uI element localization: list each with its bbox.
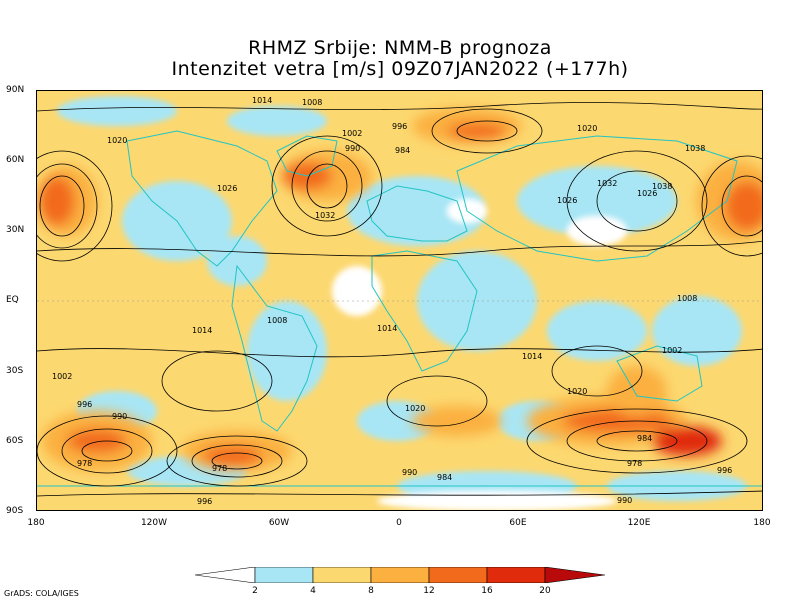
lon-label-120e: 120E	[627, 518, 651, 528]
isobar-label: 1020	[107, 136, 127, 145]
map-svg: 1014 1008 1020 1002 996 990 984 1026 103…	[37, 91, 762, 510]
wind-intensity-map: 1014 1008 1020 1002 996 990 984 1026 103…	[36, 90, 763, 511]
isobar-label: 1026	[217, 184, 237, 193]
isobar-label: 1014	[377, 324, 397, 333]
isobar-label: 990	[345, 144, 360, 153]
isobar-label: 1020	[567, 387, 587, 396]
colorbar-segment-2-4	[254, 567, 314, 583]
colorbar-tick-label: 16	[481, 586, 493, 596]
isobar-label: 1008	[677, 294, 697, 303]
lon-label-180e: 180	[753, 518, 771, 528]
isobar-label: 1038	[652, 182, 672, 191]
isobar-label: 1014	[192, 326, 212, 335]
isobar-label: 1014	[252, 96, 272, 105]
colorbar-segment-4-8	[312, 567, 372, 583]
isobar-label: 1008	[267, 316, 287, 325]
isobar-label: 996	[392, 122, 407, 131]
isobar-label: 984	[395, 146, 410, 155]
isobar-label: 984	[437, 473, 452, 482]
map-title-line1: RHMZ Srbije: NMM-B prognoza	[248, 37, 552, 59]
isobar-label: 996	[717, 466, 732, 475]
isobar-label: 990	[112, 412, 127, 421]
isobar-label: 1014	[522, 352, 542, 361]
colorbar-tick-label: 12	[423, 586, 435, 596]
lat-label-eq: EQ	[6, 295, 19, 305]
colorbar-segment-12-16	[428, 567, 488, 583]
lon-label-60e: 60E	[509, 518, 527, 528]
colorbar-segment-8-12	[370, 567, 430, 583]
isobar-label: 978	[627, 459, 642, 468]
colorbar-tick-label: 4	[310, 586, 316, 596]
isobar-contours	[37, 102, 762, 497]
lat-label-60s: 60S	[6, 436, 24, 446]
isobar-labels: 1014 1008 1020 1002 996 990 984 1026 103…	[52, 96, 732, 506]
lon-label-0: 0	[396, 518, 402, 528]
lon-label-120w: 120W	[140, 518, 168, 528]
lon-label-180w: 180	[27, 518, 45, 528]
colorbar-segment-gt20	[544, 567, 605, 583]
lat-label-60n: 60N	[6, 155, 25, 165]
colorbar-tick-label: 8	[368, 586, 374, 596]
lon-label-60w: 60W	[268, 518, 290, 528]
colorbar-tick-label: 2	[252, 586, 258, 596]
lat-label-90n: 90N	[6, 85, 25, 95]
colorbar-segment-lt2	[195, 567, 256, 583]
coastlines	[37, 130, 762, 487]
isobar-label: 996	[197, 497, 212, 506]
isobar-label: 1002	[342, 129, 362, 138]
isobar-label: 1026	[637, 189, 657, 198]
lat-label-30s: 30S	[6, 366, 24, 376]
grads-credit: GrADS: COLA/IGES	[4, 589, 79, 598]
isobar-label: 978	[212, 464, 227, 473]
isobar-label: 990	[402, 468, 417, 477]
isobar-label: 1008	[302, 98, 322, 107]
isobar-label: 1020	[577, 124, 597, 133]
colorbar-segment-16-20	[486, 567, 546, 583]
colorbar-tick-label: 20	[539, 586, 551, 596]
isobar-label: 1002	[52, 372, 72, 381]
isobar-label: 978	[77, 459, 92, 468]
isobar-label: 990	[617, 496, 632, 505]
lat-label-90s: 90S	[6, 506, 24, 516]
isobar-label: 996	[77, 400, 92, 409]
isobar-label: 1002	[662, 346, 682, 355]
isobar-label: 984	[637, 434, 652, 443]
isobar-label: 1038	[685, 144, 705, 153]
wind-speed-colorbar	[195, 567, 605, 583]
isobar-label: 1032	[315, 211, 335, 220]
map-title-line2: Intenzitet vetra [m/s] 09Z07JAN2022 (+17…	[171, 58, 629, 80]
isobar-label: 1020	[405, 404, 425, 413]
isobar-label: 1026	[557, 196, 577, 205]
isobar-label: 1032	[597, 179, 617, 188]
lat-label-30n: 30N	[6, 225, 25, 235]
